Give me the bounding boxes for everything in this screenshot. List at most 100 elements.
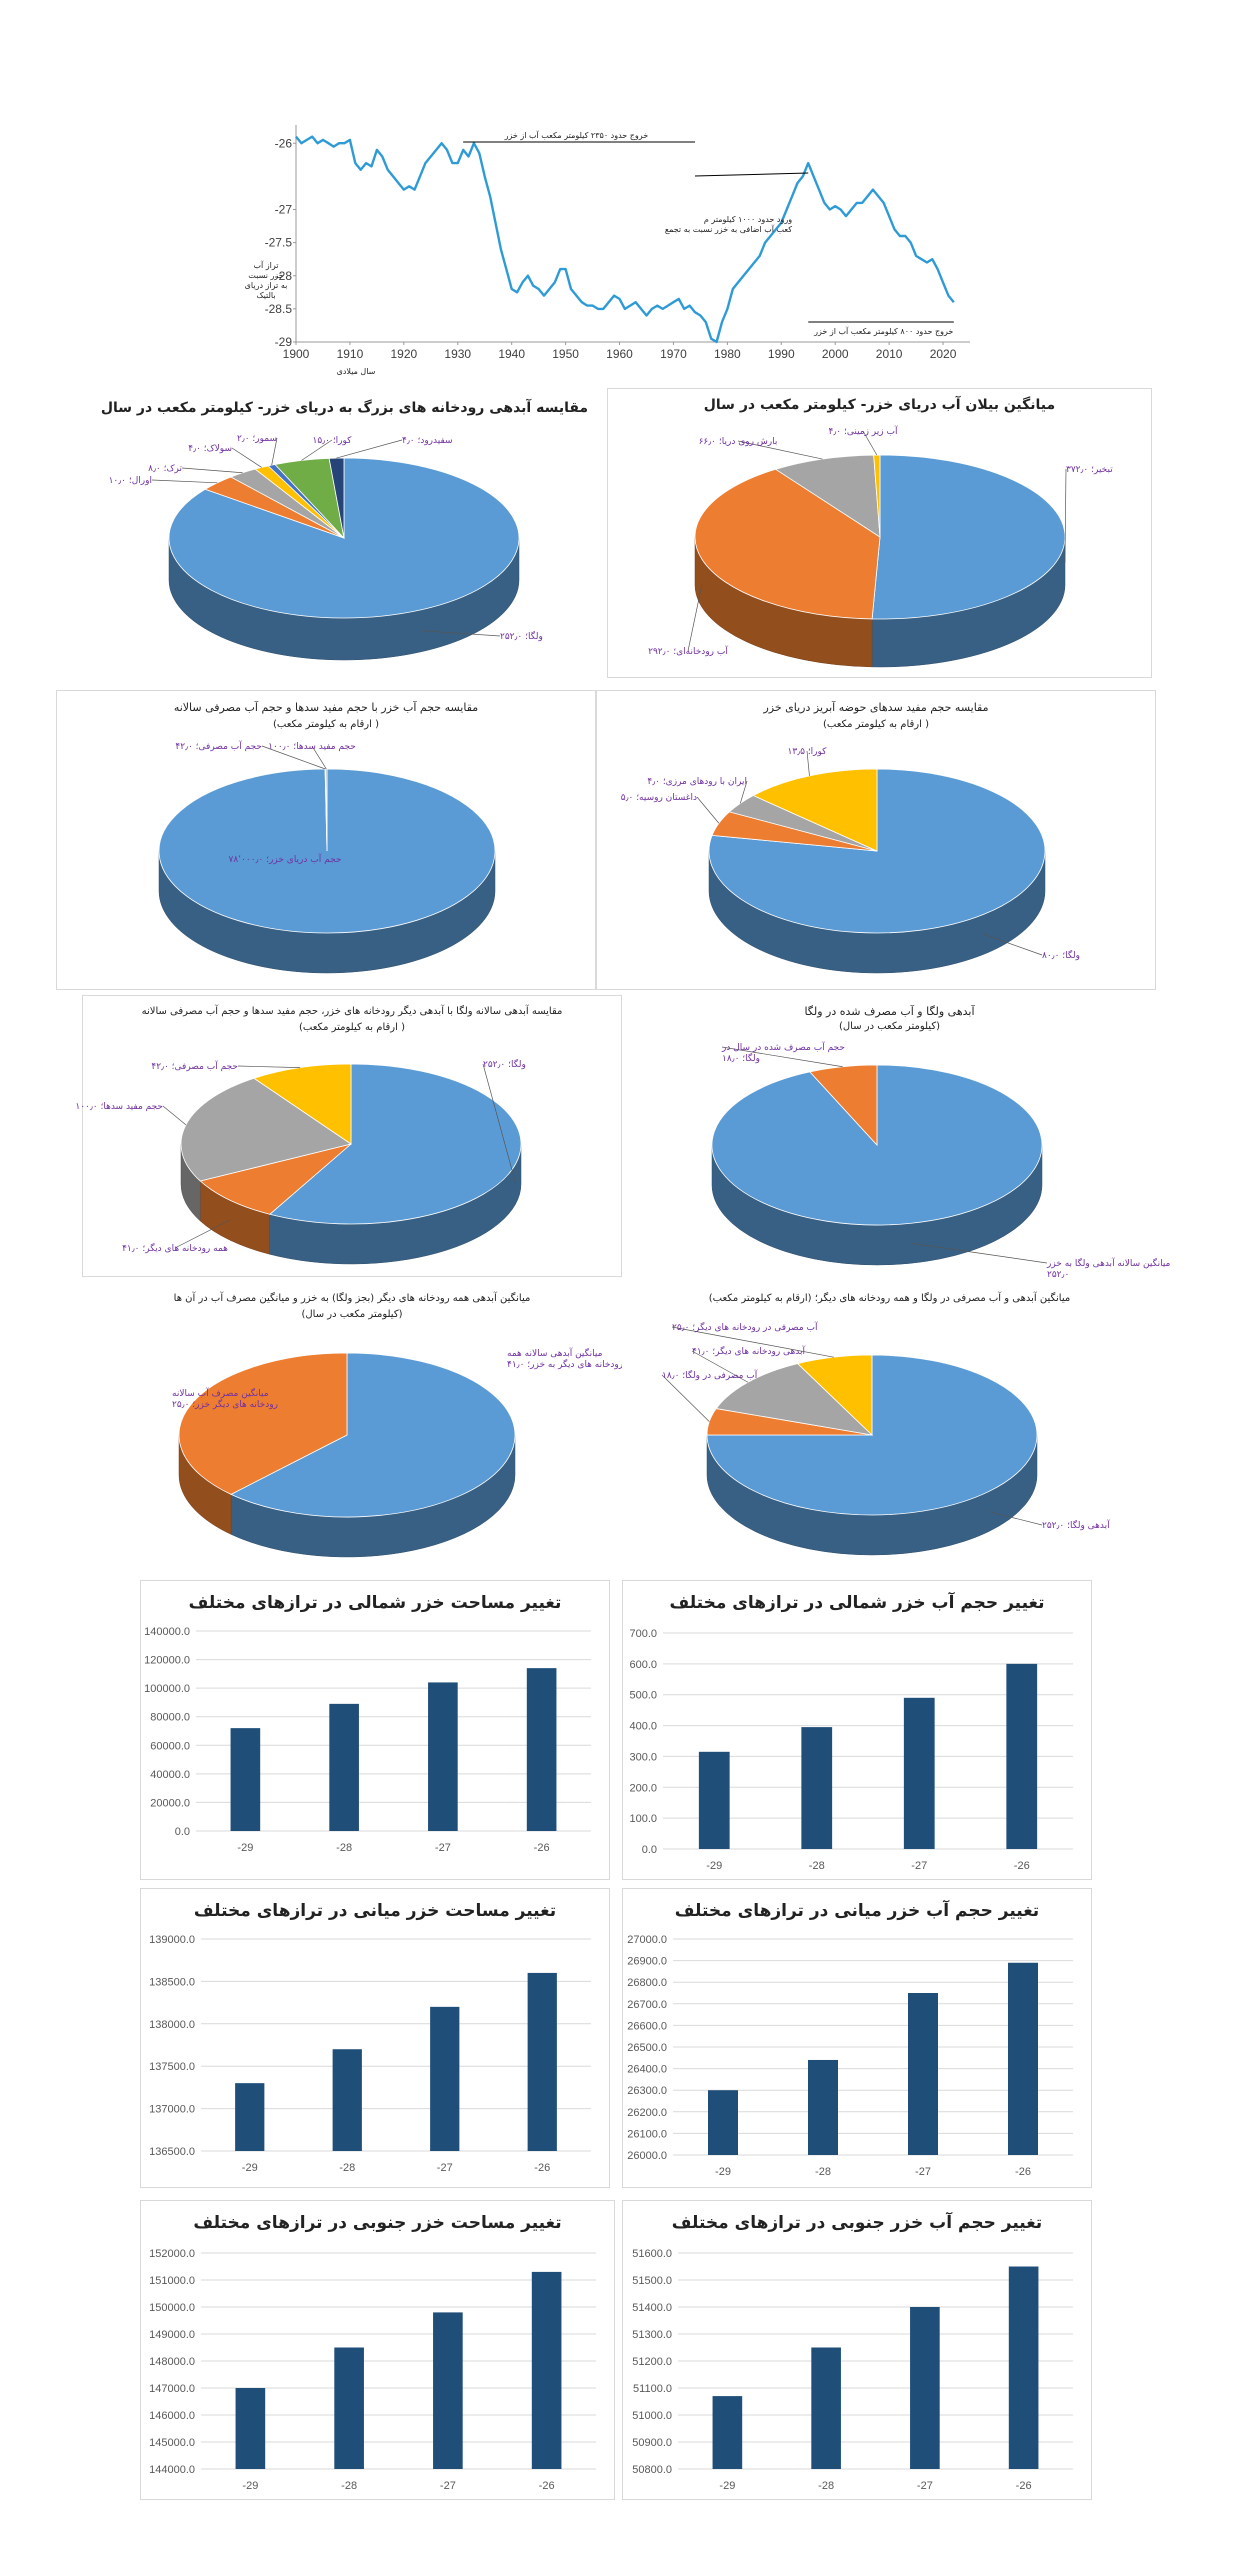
bar-middle-area-panel: تغییر مساحت خزر میانی در ترازهای مختلف 1… xyxy=(140,1888,610,2188)
pie-leader-line xyxy=(739,780,748,804)
x-tick-label: 1980 xyxy=(714,347,741,361)
pie4-canvas: ولگا؛ ۸۰٫۰ داغستان روسیه؛ ۵٫۰ ایران با رود… xyxy=(621,747,1080,974)
bar--29 xyxy=(235,2083,265,2151)
y-tick-label: 138500.0 xyxy=(149,1976,195,1988)
x-tick-label: 1970 xyxy=(660,347,687,361)
x-tick-label: -29 xyxy=(719,2480,735,2492)
pie-dam-volume-panel: مقایسه حجم مفید سدهای حوضه آبریز دریای خ… xyxy=(596,690,1156,990)
pie-leader-line xyxy=(988,1511,1043,1526)
pie-slice-1 xyxy=(708,768,1046,934)
pie-slice-4 xyxy=(873,454,881,538)
pie-data-label: اورال؛ ۱۰٫۰ xyxy=(109,476,152,486)
pie-slice-1 xyxy=(706,1354,1038,1516)
pie-leader-line xyxy=(336,439,403,459)
pie1-canvas: ولگا؛ ۲۵۲٫۰ اورال؛ ۱۰٫۰ ترک؛ ۸٫۰ سولاک؛ ۴٫۰… xyxy=(109,434,543,661)
bar6-canvas: 50800.0 50900.0 51000.0 51100.0 51200.0 51300… xyxy=(632,2248,1073,2492)
bar--29 xyxy=(708,2090,738,2155)
x-tick-label: 1990 xyxy=(768,347,795,361)
pie-leader-line xyxy=(696,796,720,824)
y-tick-label: 147000.0 xyxy=(149,2383,195,2395)
y-tick-label: 200.0 xyxy=(629,1782,657,1794)
bar3-canvas: 136500.0 137000.0 137500.0 138000.0 138500.0… xyxy=(149,1934,591,2174)
x-tick-label: -29 xyxy=(242,2162,258,2174)
bar--28 xyxy=(334,2347,364,2469)
x-tick-label: 1950 xyxy=(552,347,579,361)
x-tick-label: -28 xyxy=(339,2162,355,2174)
annotation-text: خروج حدود ۸۰۰ کیلومتر مکعب آب از خزر xyxy=(813,326,953,336)
sea-level-line-chart: -26 -27 -27.5 -28 -28.5 -29 1900 1910 1920 1930 19… xyxy=(245,110,990,390)
y-tick-label: 139000.0 xyxy=(149,1934,195,1946)
x-tick-label: -27 xyxy=(437,2162,453,2174)
bar-north-volume-panel: تغییر حجم آب خزر شمالی در ترازهای مختلف … xyxy=(622,1580,1092,1880)
pie-leader-line xyxy=(482,1063,517,1184)
y-tick-label: 500.0 xyxy=(629,1690,657,1702)
x-tick-label: 1940 xyxy=(498,347,525,361)
y-tick-label: 26900.0 xyxy=(627,1956,667,1968)
pie-slice-2 xyxy=(178,1352,348,1495)
y-tick-label: 140000.0 xyxy=(144,1626,190,1638)
y-tick-label: -28 xyxy=(275,269,293,283)
pie6-canvas: میانگین سالانه آبدهی ولگا به خزر ۲۵۲٫۰ حجم… xyxy=(711,1041,1171,1280)
bar--29 xyxy=(230,1728,261,1831)
y-tick-label: 50900.0 xyxy=(632,2437,672,2449)
y-axis-label-text: تراز آب خزر نسبت به تراز دریای بالتیک xyxy=(245,260,288,300)
pie-data-label: ولگا؛ ۸۰٫۰ xyxy=(1042,949,1080,961)
pie-leader-line xyxy=(862,430,878,456)
y-tick-label: 51000.0 xyxy=(632,2410,672,2422)
y-tick-label: 138000.0 xyxy=(149,2019,195,2031)
x-tick-label: -26 xyxy=(1014,1860,1030,1872)
bar--26 xyxy=(1008,1962,1038,2155)
pie-slice-2 xyxy=(694,468,881,620)
x-tick-label: -28 xyxy=(809,1860,825,1872)
pie-data-label: حجم آب مصرفی؛ ۴۲٫۰ xyxy=(175,740,262,752)
pie-data-label: حجم مفید سدها؛ ۱۰۰٫۰ xyxy=(268,742,356,752)
pie-data-label: آبدهی رودخانه های دیگر؛ ۴۱٫۰ xyxy=(692,1345,806,1357)
pie-slice-1 xyxy=(268,1063,522,1225)
pie3-subtitle: ( ارقام به کیلومتر مکعب) xyxy=(273,719,379,730)
pie2-title: میانگین بیلان آب دریای خزر- کیلومتر مکعب… xyxy=(703,397,1056,413)
pie-slice-2 xyxy=(809,1064,878,1147)
pie-data-label: ولگا؛ ۲۵۲٫۰ xyxy=(483,1058,526,1070)
pie-data-label: میانگین آبدهی سالانه همه رودخانه های دیگر… xyxy=(507,1347,623,1370)
bar5-canvas: 144000.0 145000.0 146000.0 147000.0 148000.0… xyxy=(149,2248,596,2492)
pie3-title: مقایسه حجم آب خزر با حجم مفید سدها و حجم… xyxy=(173,701,479,714)
x-tick-label: -28 xyxy=(336,1842,352,1854)
x-tick-label: 1960 xyxy=(606,347,633,361)
y-tick-label: 152000.0 xyxy=(149,2248,195,2260)
pie-leader-line xyxy=(162,1105,187,1126)
x-tick-label: -27 xyxy=(915,2166,931,2178)
pie-leader-line xyxy=(691,1350,749,1383)
pie-leader-line xyxy=(237,1065,301,1069)
x-tick-label: -26 xyxy=(534,2162,550,2174)
x-tick-label: -27 xyxy=(435,1842,451,1854)
y-tick-label: 26200.0 xyxy=(627,2107,667,2119)
pie-data-label: ترک؛ ۸٫۰ xyxy=(148,463,182,474)
pie-data-label: حجم مفید سدها؛ ۱۰۰٫۰ xyxy=(75,1102,163,1112)
pie-leader-line xyxy=(721,1046,843,1068)
x-tick-label: 2020 xyxy=(930,347,957,361)
bar4-title: تغییر حجم آب خزر میانی در ترازهای مختلف xyxy=(674,1901,1040,1921)
pie-slice-2 xyxy=(199,1143,352,1215)
y-tick-label: 151000.0 xyxy=(149,2275,195,2287)
y-tick-label: 20000.0 xyxy=(150,1797,190,1809)
y-tick-label: -29 xyxy=(275,335,293,349)
pie-other-rivers-panel: میانگین آبدهی همه رودخانه های دیگر (بجز … xyxy=(82,1285,623,1565)
pie-leader-line xyxy=(421,630,501,637)
y-tick-label: 150000.0 xyxy=(149,2302,195,2314)
bar-middle-volume-panel: تغییر حجم آب خزر میانی در ترازهای مختلف … xyxy=(622,1888,1092,2188)
y-tick-label: 51400.0 xyxy=(632,2302,672,2314)
bar--26 xyxy=(531,2271,562,2469)
y-tick-label: 26800.0 xyxy=(627,1977,667,1989)
bar--26 xyxy=(527,1972,557,2151)
bar3-title: تغییر مساحت خزر میانی در ترازهای مختلف xyxy=(193,1901,557,1921)
pie-data-label: سولاک؛ ۴٫۰ xyxy=(188,443,232,454)
y-tick-label: 51200.0 xyxy=(632,2356,672,2368)
y-tick-label: 145000.0 xyxy=(149,2437,195,2449)
y-tick-label: -27.5 xyxy=(265,236,293,250)
x-tick-label: 1900 xyxy=(283,347,310,361)
pie-data-label: سمور؛ ۲٫۰ xyxy=(237,434,277,444)
y-axis-label: تراز آب خزر نسبت به تراز دریای بالتیک xyxy=(245,260,288,300)
pie-data-label: سفیدرود؛ ۴٫۰ xyxy=(402,436,453,446)
x-tick-label: -27 xyxy=(440,2480,456,2492)
y-tick-label: 136500.0 xyxy=(149,2146,195,2158)
